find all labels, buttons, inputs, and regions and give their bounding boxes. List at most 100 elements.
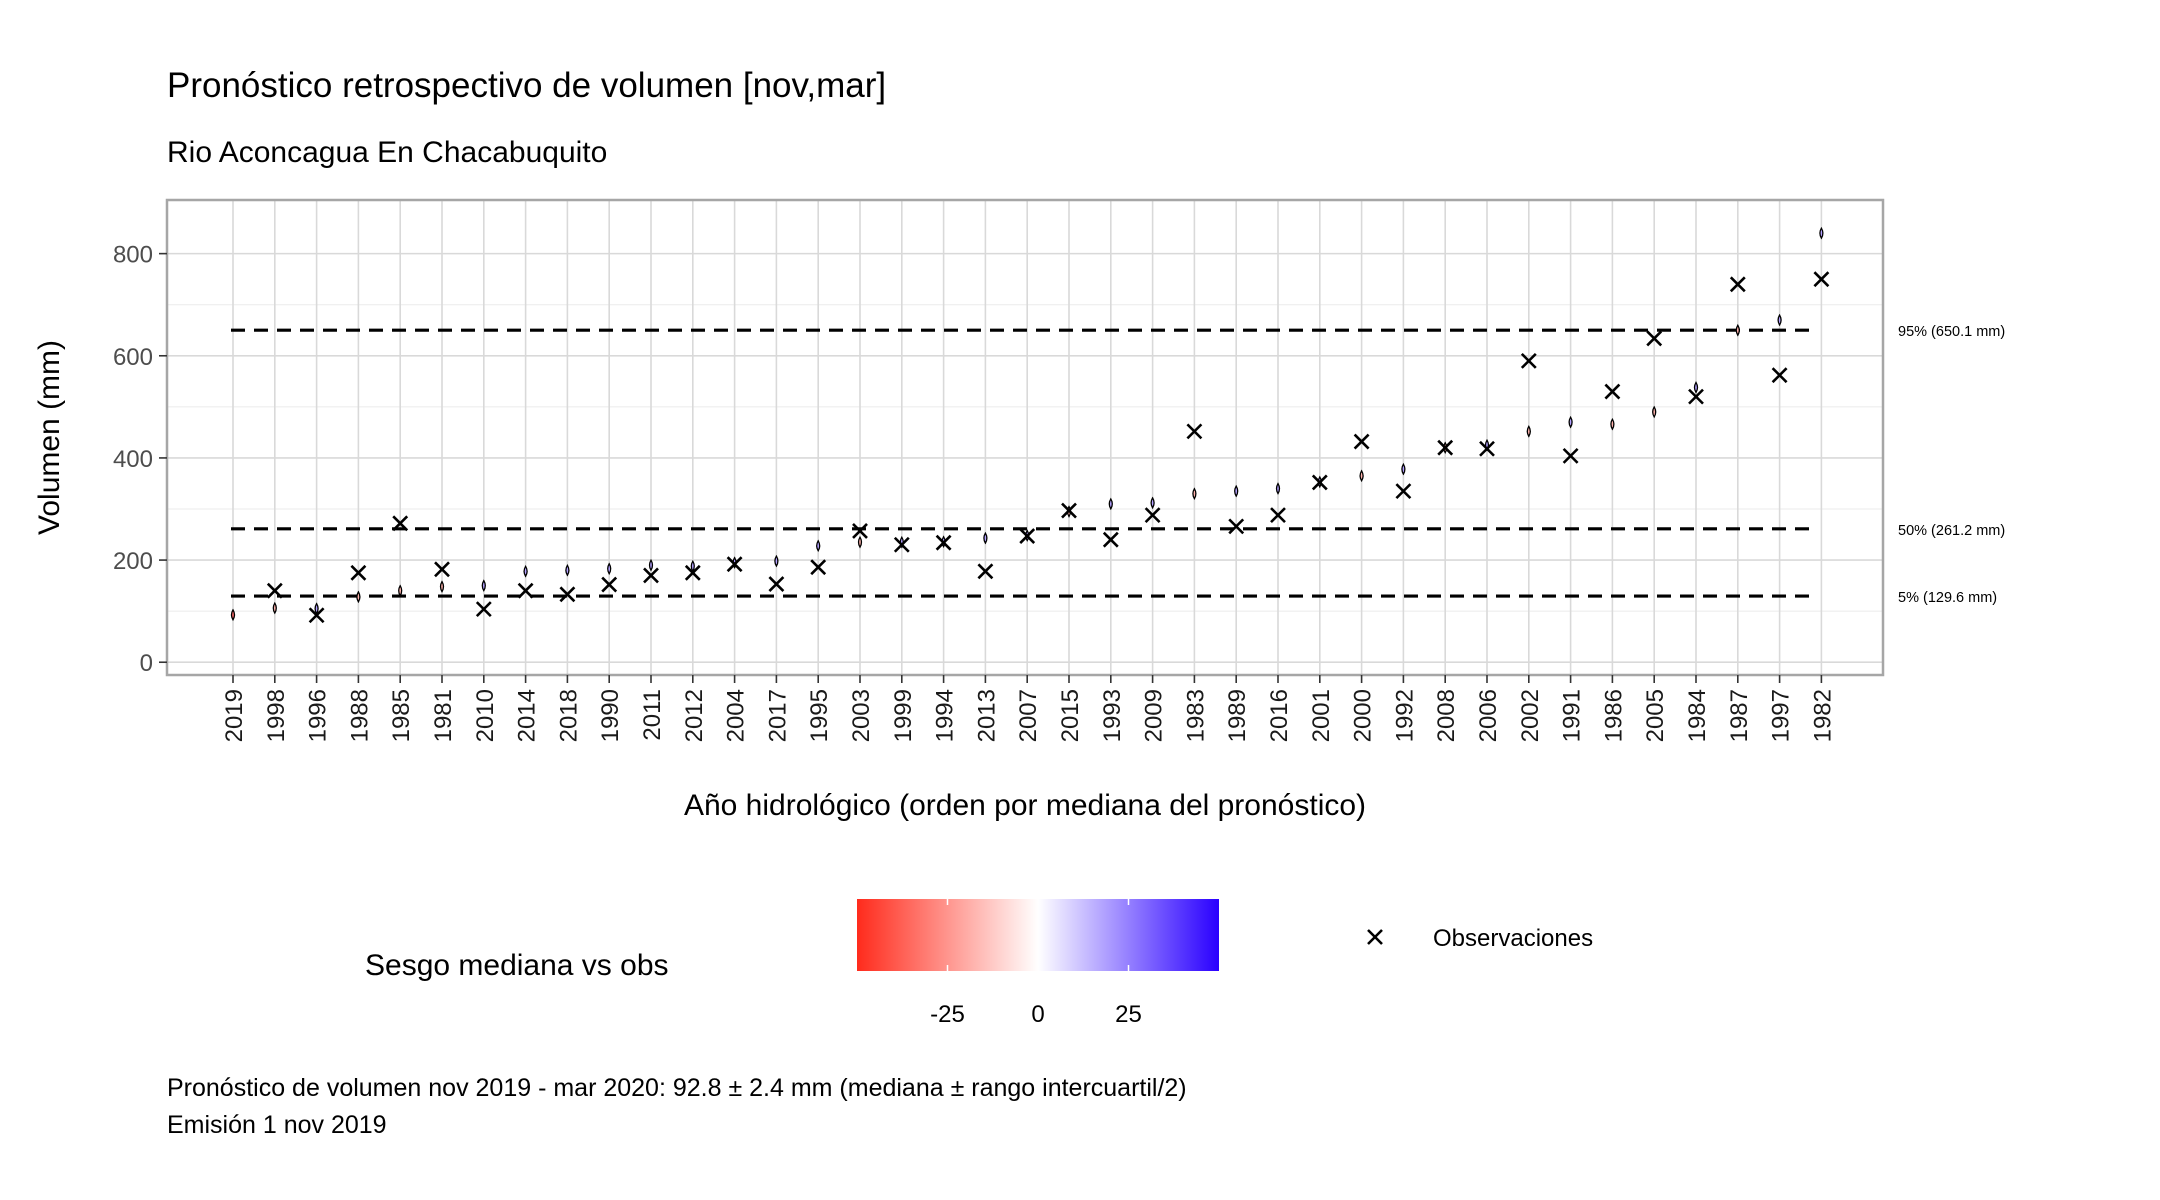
legend-colorbar: [857, 899, 1219, 971]
observation-mark: [1520, 352, 1537, 369]
observation-mark: [935, 534, 952, 551]
observation-mark: [1144, 507, 1161, 524]
forecast-mark: [565, 564, 570, 577]
observation-mark: [852, 523, 868, 539]
observation-mark: [434, 561, 450, 578]
observation-mark: [684, 564, 701, 581]
observation-mark: [1270, 507, 1286, 524]
x-tick-label: 1995: [806, 689, 833, 742]
forecast-mark: [398, 584, 403, 597]
forecast-mark: [1777, 313, 1782, 327]
y-tick-label: 400: [113, 446, 153, 473]
quantile-label: 50% (261.2 mm): [1898, 523, 2005, 539]
observation-mark: [1395, 483, 1412, 500]
forecast-mark: [690, 559, 695, 573]
plot-panel: [167, 200, 1883, 675]
caption-line-2: Emisión 1 nov 2019: [167, 1111, 387, 1139]
x-tick-label: 2016: [1266, 689, 1293, 742]
x-axis-title: Año hidrológico (orden por mediana del p…: [684, 789, 1366, 822]
x-tick-label: 1999: [890, 689, 917, 742]
x-tick-label: 1991: [1559, 689, 1586, 742]
observation-mark: [475, 601, 492, 618]
forecast-mark: [1192, 487, 1197, 500]
observation-mark: [1437, 439, 1454, 456]
forecast-mark: [230, 608, 236, 622]
x-tick-label: 2013: [973, 689, 1000, 742]
forecast-mark: [439, 580, 445, 593]
observation-mark: [643, 567, 659, 584]
observation-mark: [517, 582, 534, 599]
quantile-label: 5% (129.6 mm): [1898, 590, 1997, 606]
forecast-mark: [1693, 381, 1699, 394]
caption-line-1: Pronóstico de volumen nov 2019 - mar 202…: [167, 1074, 1187, 1102]
forecast-mark: [1735, 323, 1740, 337]
x-tick-label: 1981: [430, 689, 457, 742]
forecast-mark: [1526, 425, 1531, 438]
x-tick-label: 1996: [305, 689, 332, 742]
quantile-labels: 95% (650.1 mm) 50% (261.2 mm) 5% (129.6 mm…: [1898, 324, 2005, 606]
x-tick-label: 1993: [1099, 689, 1126, 742]
x-tick-label: 1982: [1809, 689, 1836, 742]
observation-mark: [1102, 531, 1119, 548]
x-tick-label: 1987: [1726, 689, 1753, 742]
x-tick-label: 2012: [681, 689, 708, 742]
observation-mark: [266, 582, 283, 599]
y-tick-label: 800: [113, 242, 153, 269]
legend-x-mark: [1367, 929, 1383, 945]
observation-mark: [1562, 447, 1579, 464]
forecast-mark: [1610, 417, 1615, 431]
legend-observation-label: Observaciones: [1433, 925, 1593, 952]
quantile-label: 95% (650.1 mm): [1898, 324, 2005, 340]
y-tick-label: 0: [140, 650, 153, 677]
quantile-lines: [231, 328, 1810, 598]
legend-colorbar-ticks: -25 0 25: [930, 899, 1142, 1028]
x-tick-label: 2001: [1308, 689, 1335, 742]
observation-mark: [726, 556, 743, 573]
x-tick-label: 2010: [472, 689, 499, 742]
x-tick-label: 2014: [514, 689, 541, 742]
legend: Sesgo mediana vs obs -25 0 25 Observacione…: [365, 899, 1593, 1028]
x-tick-label: 2006: [1475, 689, 1502, 742]
observation-mark: [1646, 330, 1663, 347]
forecast-mark: [1108, 497, 1113, 511]
x-tick-label: 1985: [388, 689, 415, 742]
x-tick-label: 2003: [848, 689, 875, 742]
x-tick-label: 1997: [1768, 689, 1795, 742]
x-tick-label: 1998: [263, 689, 290, 742]
x-tick-label: 1983: [1182, 689, 1209, 742]
forecast-mark: [1359, 469, 1364, 483]
x-tick-label: 1984: [1684, 689, 1711, 742]
forecast-mark: [1819, 226, 1824, 240]
forecast-mark: [1150, 496, 1155, 510]
observation-mark: [1729, 276, 1746, 293]
observation-mark: [768, 576, 785, 593]
x-tick-label: 2015: [1057, 689, 1084, 742]
observation-marks: [266, 271, 1830, 624]
observation-mark: [1813, 271, 1830, 288]
observation-mark: [1771, 367, 1788, 384]
y-tick-label: 600: [113, 344, 153, 371]
x-tick-label: 1992: [1391, 689, 1418, 742]
forecast-mark: [314, 602, 319, 615]
observation-mark: [392, 515, 409, 532]
observation-mark: [1353, 433, 1370, 450]
colorbar-tick-label: 25: [1115, 1001, 1142, 1028]
observation-mark: [1311, 474, 1328, 491]
forecast-mark: [1401, 462, 1406, 476]
forecast-mark: [356, 590, 361, 604]
forecast-mark: [857, 535, 863, 549]
forecast-mark: [983, 531, 988, 545]
forecast-mark: [523, 565, 528, 578]
observation-mark: [893, 536, 910, 553]
forecast-mark: [816, 539, 821, 553]
legend-color-title: Sesgo mediana vs obs: [365, 949, 669, 982]
observation-mark: [1186, 423, 1203, 440]
x-tick-label: 2005: [1642, 689, 1669, 742]
x-tick-label: 2019: [221, 689, 248, 742]
forecast-mark: [1234, 484, 1239, 498]
y-axis: 0 200 400 600 800: [113, 242, 167, 677]
observation-mark: [1228, 518, 1245, 535]
chart-title: Pronóstico retrospectivo de volumen [nov…: [167, 66, 886, 105]
x-tick-label: 2000: [1350, 689, 1377, 742]
